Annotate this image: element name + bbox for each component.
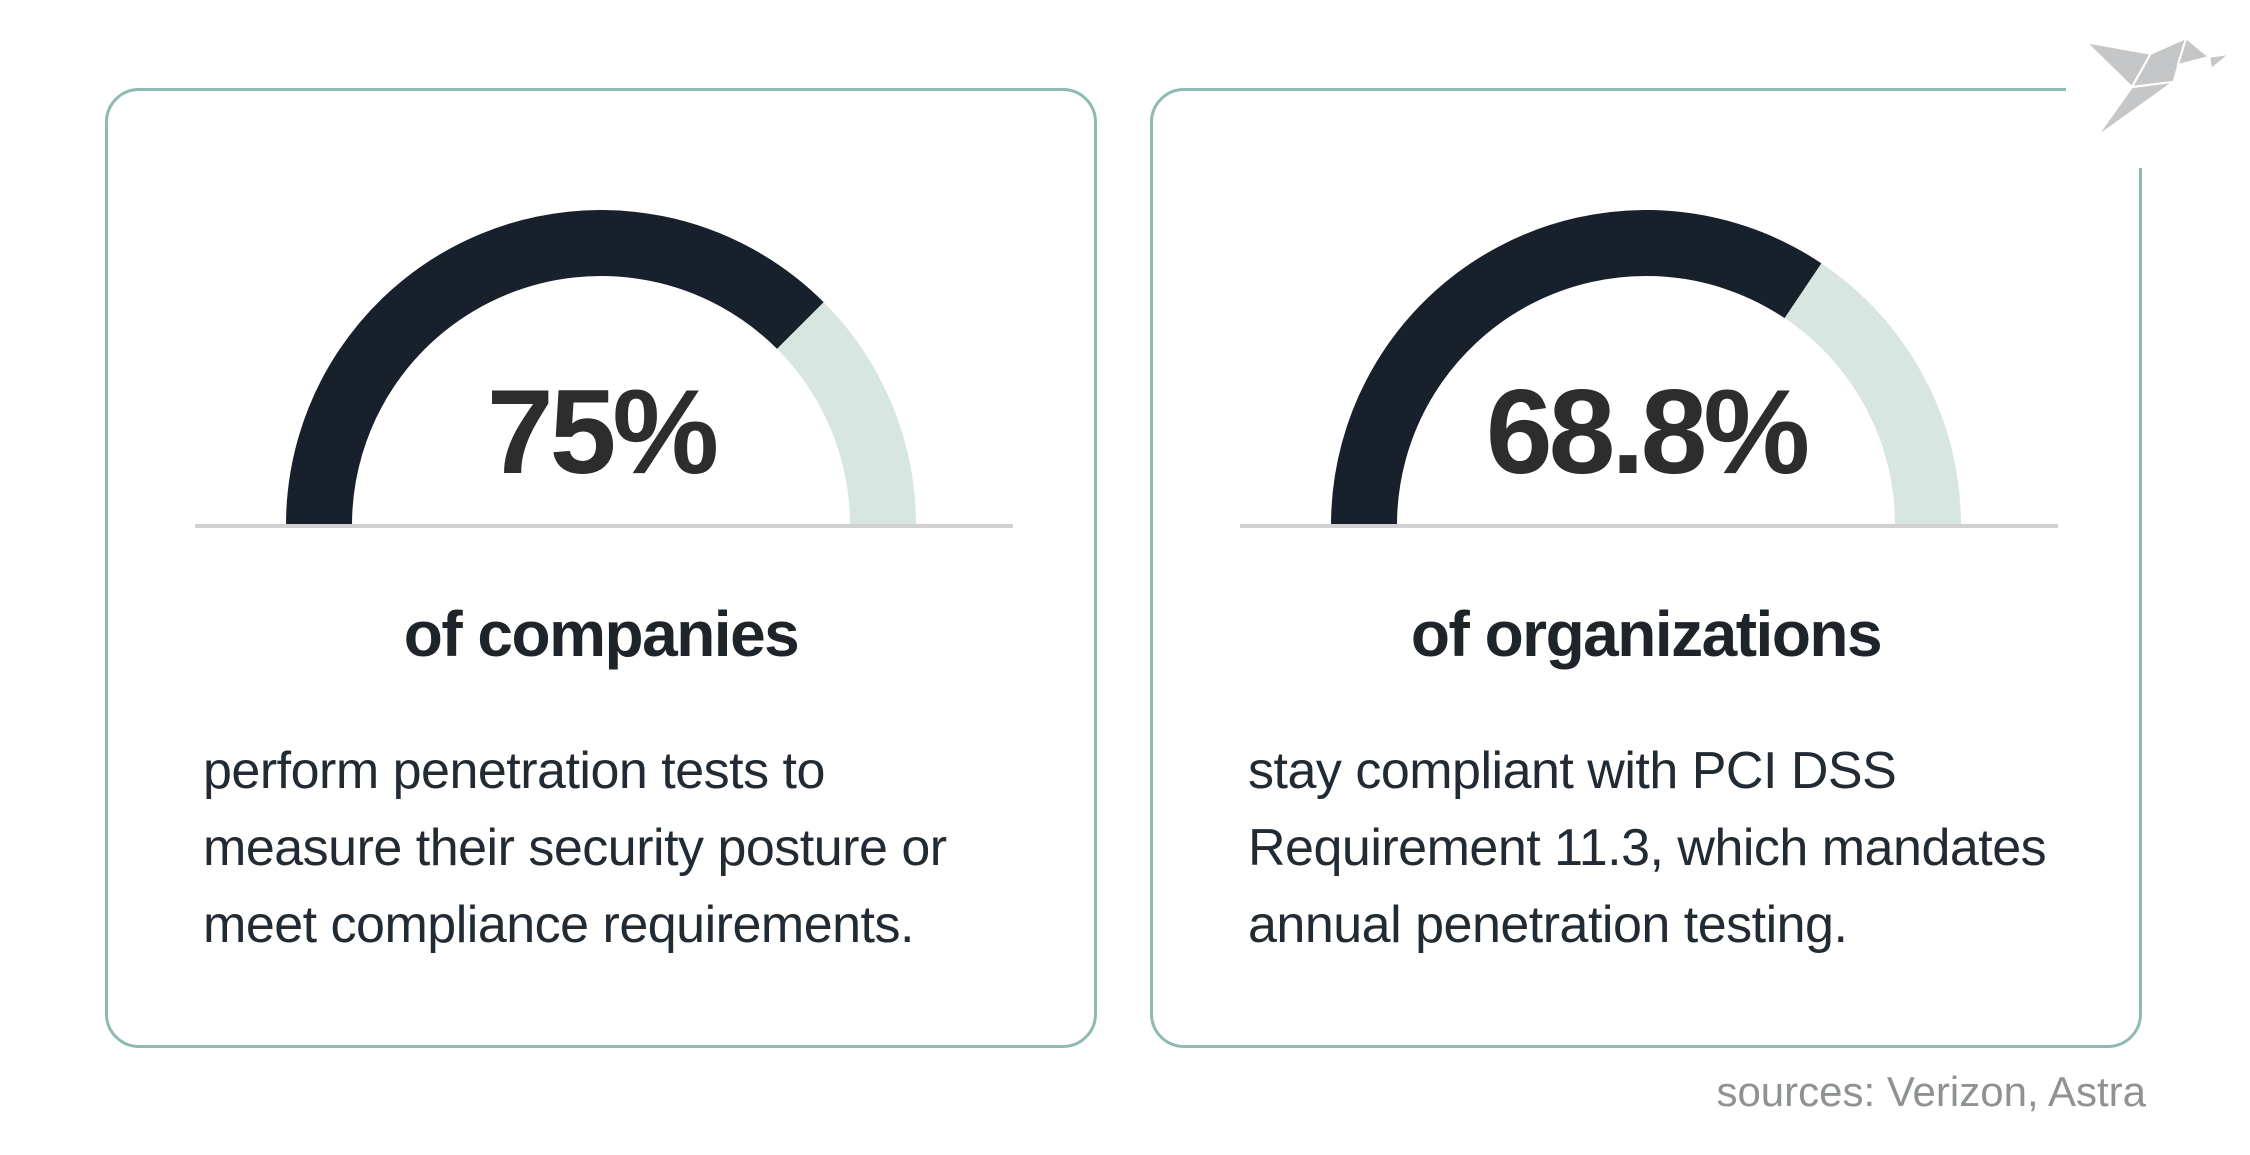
card-description-line: stay compliant with PCI DSS xyxy=(1248,742,1897,800)
bird-beak xyxy=(2208,52,2231,71)
card-headline: of organizations xyxy=(1410,598,1883,670)
sources-note: sources: Verizon, Astra xyxy=(1716,1068,2146,1115)
gauge-baseline-rule xyxy=(195,524,1013,528)
stat-card-companies: 75% of companies perform penetration tes… xyxy=(105,88,1097,1048)
origami-bird-icon xyxy=(2086,37,2231,139)
card-description-line: Requirement 11.3, which mandates xyxy=(1248,819,2047,877)
card-description-line: perform penetration tests to xyxy=(203,742,825,800)
gauge-percent-value: 68.8% xyxy=(1485,365,1810,499)
bird-head xyxy=(2176,37,2211,67)
stat-card-organizations: 68.8% of organizations stay compliant wi… xyxy=(1150,88,2142,1048)
gauge-baseline-rule xyxy=(1240,524,2058,528)
bird-tail xyxy=(2095,80,2175,139)
gauge-percent-value: 75% xyxy=(486,365,719,499)
gauge-chart-companies xyxy=(286,210,916,526)
card-description-line: annual penetration testing. xyxy=(1248,896,1848,954)
gauge-chart-organizations xyxy=(1331,210,1961,526)
card-description: stay compliant with PCI DSS Requirement … xyxy=(1248,733,2078,964)
card-headline: of companies xyxy=(403,598,800,670)
card-description-line: measure their security posture or xyxy=(203,819,947,877)
card-description-line: meet compliance requirements. xyxy=(203,896,914,954)
gauge-companies xyxy=(286,210,916,526)
gauge-organizations xyxy=(1331,210,1961,526)
card-description: perform penetration tests to measure the… xyxy=(203,733,1033,964)
